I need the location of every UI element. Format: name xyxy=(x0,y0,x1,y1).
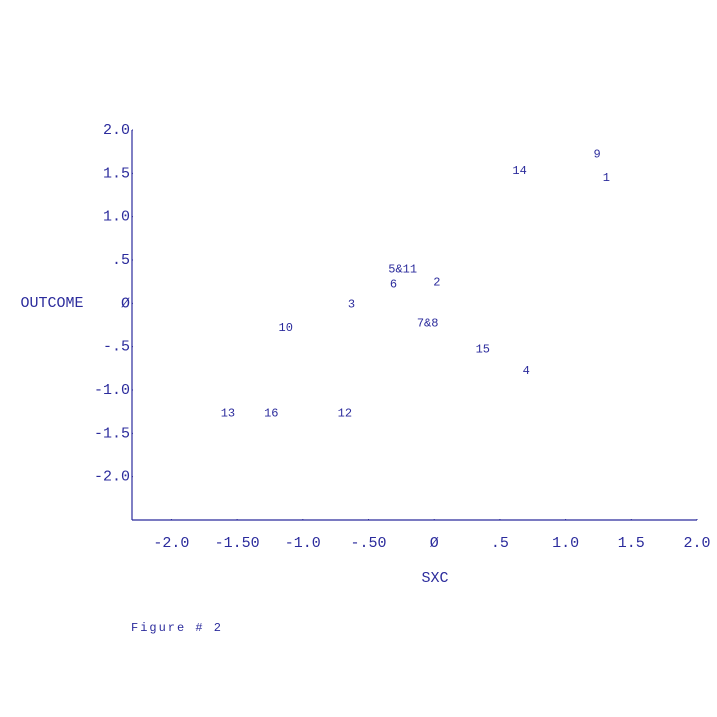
point-label: 2 xyxy=(433,276,440,290)
point-label: 6 xyxy=(390,277,397,291)
y-tick-label: -1.0 xyxy=(94,382,130,399)
point-label: 1 xyxy=(603,171,610,185)
y-tick-label: -.5 xyxy=(103,339,130,356)
caption: Figure # 2 xyxy=(131,621,223,635)
point-label: 15 xyxy=(476,342,490,356)
point-label: 7&8 xyxy=(417,316,439,330)
y-axis-label: OUTCOME xyxy=(20,295,83,312)
y-tick-label: 2.0 xyxy=(103,122,130,139)
point-label: 4 xyxy=(523,364,530,378)
y-tick-label: -2.0 xyxy=(94,469,130,486)
point-label: 3 xyxy=(348,297,355,311)
x-tick-label: -2.0 xyxy=(153,535,189,552)
x-tick-label: -1.0 xyxy=(285,535,321,552)
point-label: 10 xyxy=(279,321,293,335)
x-tick-label: 1.5 xyxy=(618,535,645,552)
x-tick-label: .5 xyxy=(491,535,509,552)
x-tick-label: 2.0 xyxy=(683,535,710,552)
point-label: 16 xyxy=(264,407,278,421)
point-label: 9 xyxy=(594,147,601,161)
y-tick-label: -1.5 xyxy=(94,425,130,442)
point-label: 13 xyxy=(221,407,235,421)
y-tick-label: 1.5 xyxy=(103,165,130,182)
point-label: 5&11 xyxy=(388,263,417,277)
y-tick-label: Ø xyxy=(121,295,130,312)
x-axis-label: SXC xyxy=(421,570,448,587)
x-tick-label: -.50 xyxy=(351,535,387,552)
y-tick-label: 1.0 xyxy=(103,209,130,226)
point-label: 12 xyxy=(338,407,352,421)
point-label: 14 xyxy=(512,164,526,178)
x-tick-label: 1.0 xyxy=(552,535,579,552)
x-tick-label: Ø xyxy=(430,535,439,552)
x-tick-label: -1.50 xyxy=(215,535,260,552)
y-tick-label: .5 xyxy=(112,252,130,269)
